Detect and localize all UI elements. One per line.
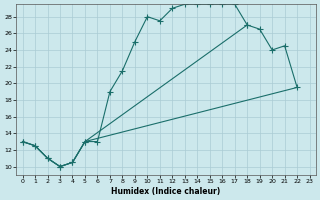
- X-axis label: Humidex (Indice chaleur): Humidex (Indice chaleur): [111, 187, 221, 196]
